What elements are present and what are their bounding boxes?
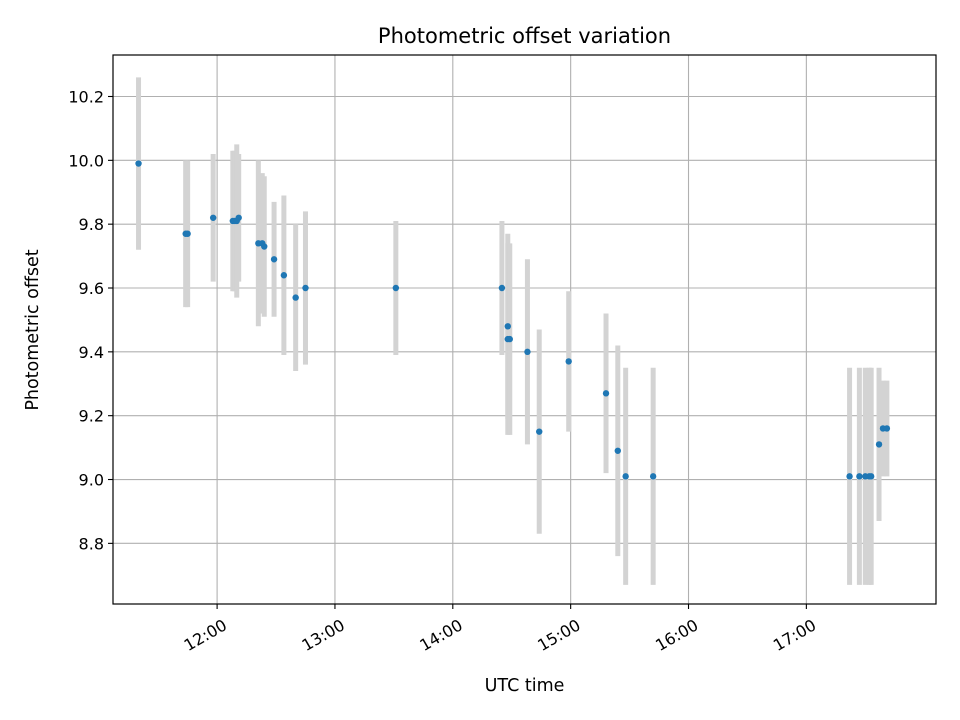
data-point [392,284,400,292]
x-axis-label: UTC time [485,676,565,696]
y-axis-label: Photometric offset [23,249,43,410]
y-tick-label: 9.2 [79,407,104,426]
chart-title: Photometric offset variation [378,24,671,48]
data-point [602,390,610,397]
data-point [235,214,242,221]
data-point [270,256,278,263]
data-point [524,348,531,356]
y-tick-label: 9.0 [79,471,104,490]
y-tick-label: 9.8 [79,215,104,234]
data-point [498,284,506,292]
y-tick-label: 9.4 [79,343,104,362]
data-point [209,214,217,221]
data-point [565,358,572,365]
data-point [536,428,543,435]
data-point [846,473,853,480]
y-tick-label: 9.6 [79,279,104,298]
data-point [292,294,299,301]
data-point [504,323,512,330]
data-point [875,441,883,448]
data-point [135,160,142,167]
data-point [506,335,513,343]
data-point [883,425,891,432]
data-point [622,473,629,480]
data-point [867,473,875,480]
data-point [614,447,621,454]
y-tick-label: 10.0 [68,151,104,170]
data-points [135,160,891,480]
y-tick-label: 10.2 [68,87,104,106]
data-point [184,230,191,237]
data-point [280,272,288,279]
data-point [261,243,268,250]
data-point [302,284,309,292]
data-point [649,473,657,480]
y-tick-label: 8.8 [79,534,104,553]
plot-area-frame [112,54,937,605]
grid-lines [113,55,936,604]
data-point [856,473,863,480]
